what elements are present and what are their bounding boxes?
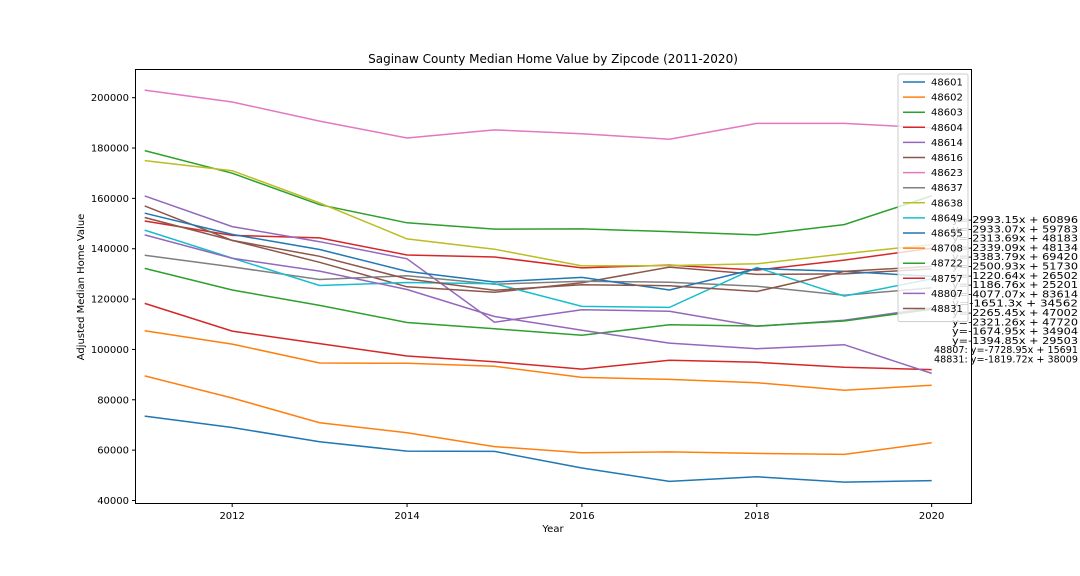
regression-annotation: y=-1674.95x + 34904 bbox=[952, 327, 1078, 338]
legend-label: 48708 bbox=[931, 244, 963, 255]
regression-annotation: 48807: y=-7728.95x + 15691 bbox=[934, 345, 1078, 356]
legend-label: 48649 bbox=[931, 213, 963, 224]
legend-label: 48757 bbox=[931, 274, 963, 285]
x-axis-label: Year bbox=[541, 524, 564, 535]
legend-label: 48604 bbox=[931, 123, 963, 134]
x-tick-label: 2014 bbox=[394, 511, 419, 522]
y-tick-label: 200000 bbox=[91, 93, 129, 104]
y-ticks: 40000 60000 80000 100000 120000 140000 160000 1… bbox=[91, 93, 136, 507]
legend-box bbox=[897, 73, 969, 323]
legend-label: 48601 bbox=[931, 78, 963, 89]
legend-label: 48807 bbox=[931, 289, 963, 300]
y-tick-label: 140000 bbox=[91, 244, 129, 255]
regression-annotation: y=-1651.3x + 34562 bbox=[952, 299, 1078, 310]
regression-annotation: y=-1394.85x + 29503 bbox=[952, 336, 1078, 347]
series-line-48722 bbox=[144, 267, 932, 337]
regression-annotation: y=-2265.45x + 47002 bbox=[952, 308, 1078, 319]
y-tick-label: 80000 bbox=[97, 395, 129, 406]
x-ticks: 2012 2014 2016 2018 2020 bbox=[219, 503, 944, 522]
y-tick-label: 120000 bbox=[91, 295, 129, 306]
chart-title: Saginaw County Median Home Value by Zipc… bbox=[368, 52, 738, 66]
regression-annotation: y=-2339.09x + 48134 bbox=[952, 243, 1078, 254]
legend-label: 48655 bbox=[931, 229, 963, 240]
series-line-48655 bbox=[144, 212, 932, 291]
legend: 48601 48602 48603 48604 48614 48616 48623 48637… bbox=[897, 73, 969, 323]
x-tick-label: 2020 bbox=[919, 511, 944, 522]
y-tick-label: 100000 bbox=[91, 345, 129, 356]
regression-annotation: y=-2321.26x + 47720 bbox=[952, 317, 1078, 328]
series-line-48757 bbox=[144, 302, 932, 371]
plot-frame bbox=[135, 69, 972, 504]
legend-label: 48614 bbox=[931, 138, 963, 149]
regression-annotation: y=-1220.64x + 26502 bbox=[952, 271, 1078, 282]
legend-label: 48603 bbox=[931, 108, 963, 119]
x-tick-label: 2018 bbox=[744, 511, 769, 522]
regression-annotation: y=-2313.69x + 48183 bbox=[952, 234, 1078, 245]
series-line-48623 bbox=[144, 89, 932, 140]
y-tick-label: 160000 bbox=[91, 194, 129, 205]
legend-label: 48722 bbox=[931, 259, 963, 270]
series-line-48603 bbox=[144, 149, 932, 236]
y-tick-label: 180000 bbox=[91, 144, 129, 155]
series-line-48708 bbox=[144, 330, 932, 391]
y-tick-label: 60000 bbox=[97, 446, 129, 457]
x-tick-label: 2016 bbox=[569, 511, 594, 522]
regression-annotation: y=-2933.07x + 59783 bbox=[952, 224, 1078, 235]
legend-label: 48638 bbox=[931, 198, 963, 209]
legend-label: 48637 bbox=[931, 183, 963, 194]
series-line-48807 bbox=[144, 234, 932, 375]
series-line-48831 bbox=[144, 216, 932, 293]
x-tick-label: 2012 bbox=[219, 511, 244, 522]
legend-label: 48602 bbox=[931, 93, 963, 104]
series-line-48637 bbox=[144, 254, 932, 297]
regression-annotation: 48831: y=-1819.72x + 38009 bbox=[934, 355, 1078, 366]
legend-label: 48616 bbox=[931, 153, 963, 164]
legend-label: 48831 bbox=[931, 304, 963, 315]
series-line-48614 bbox=[144, 195, 932, 328]
lines-layer bbox=[144, 89, 932, 483]
regression-annotation: y=-4077.07x + 83614 bbox=[952, 289, 1078, 300]
series-line-48638 bbox=[144, 159, 932, 267]
series-line-48602 bbox=[144, 375, 932, 456]
series-line-48604 bbox=[144, 220, 932, 271]
y-tick-label: 40000 bbox=[97, 496, 129, 507]
regression-annotation: y=-3383.79x + 69420 bbox=[952, 252, 1078, 263]
legend-label: 48623 bbox=[931, 168, 963, 179]
series-line-48601 bbox=[144, 415, 932, 483]
regression-annotation: y=-1186.76x + 25201 bbox=[952, 280, 1078, 291]
regression-annotation: y=-2993.15x + 60896 bbox=[952, 215, 1078, 226]
regression-annotation: y=-2500.93x + 51730 bbox=[952, 262, 1078, 273]
y-axis-label: Adjusted Median Home Value bbox=[76, 214, 87, 361]
